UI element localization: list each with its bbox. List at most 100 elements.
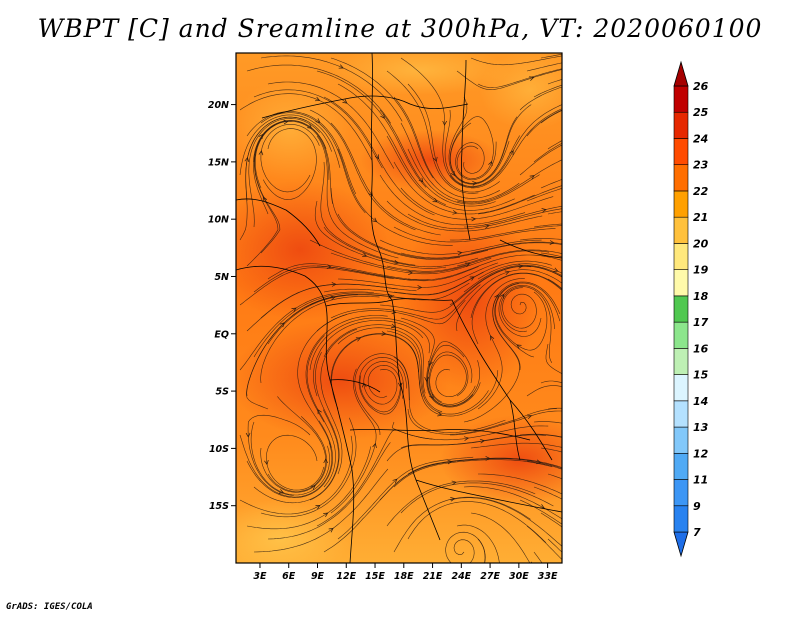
streamline — [267, 263, 429, 281]
streamline-arrow — [553, 267, 559, 272]
streamline — [533, 223, 562, 228]
streamline — [519, 144, 562, 176]
streamline — [260, 55, 403, 122]
streamline-arrow — [374, 154, 380, 160]
lon-tick-label: 30E — [509, 571, 529, 582]
streamline — [519, 499, 562, 525]
streamline — [471, 108, 562, 189]
streamline — [314, 200, 447, 269]
streamline-arrow — [244, 156, 250, 162]
streamline — [526, 525, 562, 561]
streamline-arrow — [442, 120, 448, 126]
streamline — [533, 421, 562, 424]
colorbar-label: 26 — [693, 80, 709, 93]
lon-tick-label: 21E — [423, 571, 443, 582]
streamline — [320, 328, 358, 475]
colorbar-segment — [673, 321, 689, 349]
country-borders — [236, 53, 562, 563]
streamline — [407, 83, 500, 193]
streamline — [267, 294, 416, 345]
streamline — [267, 442, 391, 540]
streamline-arrow — [451, 480, 457, 486]
streamline — [400, 242, 562, 259]
streamline — [463, 205, 562, 228]
streamline — [316, 429, 433, 527]
streamline — [305, 315, 388, 423]
streamline — [526, 460, 562, 470]
colorbar-segment — [673, 216, 689, 244]
colorbar-segment — [673, 374, 689, 402]
lat-tick-label: 15S — [209, 501, 229, 512]
lat-tick-label: 10S — [209, 444, 229, 455]
colorbar-segment — [673, 295, 689, 323]
streamline — [456, 269, 562, 332]
streamline — [533, 84, 562, 98]
colorbar-segment — [673, 138, 689, 166]
streamline — [470, 512, 531, 563]
streamline — [547, 278, 562, 290]
colorbar-label: 25 — [693, 106, 709, 119]
streamline — [309, 239, 469, 273]
colorbar-label: 22 — [693, 185, 709, 198]
streamline-arrow — [526, 414, 533, 420]
streamline-arrow — [418, 177, 424, 183]
colorbar-segment — [673, 452, 689, 480]
streamline-arrow — [258, 150, 264, 156]
streamline — [309, 352, 340, 501]
streamline — [309, 109, 416, 231]
streamline — [253, 468, 389, 553]
streamline — [260, 417, 357, 518]
streamline — [407, 501, 547, 543]
streamline — [533, 142, 562, 163]
streamline — [400, 122, 520, 203]
streamline — [456, 69, 562, 91]
streamline — [386, 200, 543, 232]
streamline — [498, 285, 555, 337]
streamline — [471, 273, 562, 345]
streamline — [477, 278, 525, 410]
streamline-arrow — [457, 250, 463, 256]
streamline — [246, 64, 392, 124]
streamline — [470, 55, 562, 66]
streamline — [331, 333, 419, 410]
streamline — [337, 456, 474, 540]
streamline — [427, 344, 480, 407]
lon-tick-label: 27E — [480, 571, 500, 582]
streamline — [246, 111, 357, 195]
streamline — [494, 283, 548, 351]
streamline-arrow — [291, 307, 297, 313]
streamline — [323, 226, 479, 268]
streamline — [470, 442, 562, 449]
colorbar-label: 12 — [693, 447, 709, 460]
streamline-arrow — [315, 505, 321, 510]
streamline — [239, 434, 333, 498]
lat-tick-label: 10N — [208, 215, 229, 226]
streamline — [393, 260, 552, 295]
streamline — [253, 89, 383, 169]
streamline — [253, 265, 412, 293]
streamline — [547, 140, 562, 150]
streamline-arrow — [323, 512, 329, 517]
streamline — [455, 141, 497, 181]
lon-tick-label: 3E — [253, 571, 267, 582]
streamline — [316, 70, 427, 188]
streamline — [526, 188, 562, 202]
streamline — [540, 252, 562, 258]
streamline — [330, 368, 377, 514]
colorbar-segment — [673, 505, 689, 533]
streamline-arrow — [437, 411, 443, 417]
streamline — [386, 480, 536, 527]
streamline — [337, 262, 499, 288]
streamline — [526, 385, 562, 397]
streamline — [547, 407, 562, 410]
streamline-arrow — [518, 264, 524, 269]
streamline-arrow — [317, 409, 322, 415]
streamline — [253, 409, 339, 504]
streamline-arrow — [393, 260, 399, 265]
streamline — [547, 79, 562, 85]
streamline-arrow — [372, 442, 377, 448]
streamline — [407, 457, 562, 475]
streamline — [246, 420, 333, 499]
streamline — [330, 57, 434, 179]
streamline — [470, 241, 562, 254]
